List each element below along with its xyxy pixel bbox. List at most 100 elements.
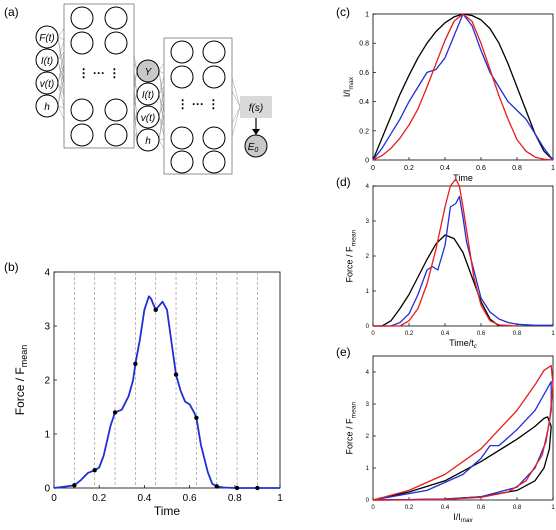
y-tick-label: 0.6 <box>359 70 369 77</box>
x-tick-label: 1 <box>551 331 555 337</box>
function-label: f(s) <box>249 103 263 114</box>
panel-label-b: (b) <box>4 260 19 274</box>
y-axis-label-sub: mean <box>19 345 29 368</box>
input-node-current-2 <box>136 82 160 106</box>
y-tick-label: 2 <box>366 254 370 260</box>
hidden-ellipsis-2: ⋮ ··· ⋮ <box>177 97 220 111</box>
input-node-velocity <box>35 71 59 95</box>
hidden-node <box>70 31 94 55</box>
arrow-head-icon <box>252 129 260 135</box>
output-label: E0 <box>248 142 259 154</box>
x-tick-label: 0 <box>371 505 375 511</box>
hidden-nodes-2 <box>170 40 226 174</box>
x-axis-label-main: Time <box>154 504 181 518</box>
data-point-marker <box>234 485 240 491</box>
input-node-force-label: F(t) <box>39 33 55 44</box>
y-axis-label: Force / Fmean <box>345 401 358 454</box>
hidden-node <box>170 40 194 64</box>
plot-frame <box>372 355 554 501</box>
x-tick-label: 0.2 <box>405 505 414 511</box>
data-point-marker <box>194 415 199 420</box>
x-tick-label: 0 <box>51 493 57 504</box>
x-axis-label: Time <box>453 173 473 183</box>
input-node-y <box>136 59 160 83</box>
x-axis-label-main: Time <box>453 173 473 183</box>
y-axis-label-sub: mean <box>351 401 358 418</box>
y-axis-label-sub: mean <box>351 229 358 246</box>
x-tick-label: 0 <box>371 165 375 172</box>
data-point-marker <box>72 483 77 488</box>
y-axis-label-main: Force / F <box>13 367 27 415</box>
x-tick-label: 0.6 <box>477 331 486 337</box>
x-tick-label: 1 <box>277 493 283 504</box>
data-point-marker <box>92 467 97 473</box>
y-tick-label: 0 <box>365 157 369 164</box>
y-axis-label: Force / Fmean <box>13 345 29 416</box>
x-axis-label: Time/tc <box>449 338 478 350</box>
series-line <box>53 295 280 489</box>
hidden-node <box>202 40 226 64</box>
y-tick-label: 0 <box>44 484 50 495</box>
x-tick-label: 0.2 <box>404 165 414 172</box>
output-node <box>244 134 268 158</box>
x-axis-label: I/Imax <box>453 512 473 524</box>
hidden-node <box>170 126 194 150</box>
x-axis-label-sub: c <box>474 343 478 350</box>
y-tick-label: 1 <box>366 289 370 295</box>
y-tick-label: 1 <box>365 11 369 18</box>
panel-label-c: (c) <box>336 5 350 19</box>
hidden-ellipsis-1: ⋮ ··· ⋮ <box>78 66 121 80</box>
plot-frame <box>53 271 281 489</box>
input-node-height-2-label: h <box>145 136 151 147</box>
y-tick-label: 4 <box>366 370 370 376</box>
x-tick-label: 0.6 <box>477 505 486 511</box>
x-axis-label-main: I/I <box>453 512 461 522</box>
x-tick-label: 0.4 <box>441 331 450 337</box>
hidden-node <box>104 6 128 30</box>
network-diagram: (a) F(t) I(t) v(t) h ⋮ ··· ⋮ Y I(t) v(t) <box>4 3 272 175</box>
x-tick-label: 0 <box>371 331 375 337</box>
input-node-velocity-2 <box>136 105 160 129</box>
y-tick-label: 0 <box>366 324 370 330</box>
series-line <box>372 364 554 501</box>
data-point-marker <box>173 372 179 377</box>
hidden-node <box>170 150 194 174</box>
x-tick-label: 0.6 <box>476 165 486 172</box>
y-tick-label: 0.2 <box>359 128 369 135</box>
hidden-node <box>104 123 128 147</box>
y-tick-label: 3 <box>44 322 50 333</box>
y-tick-label: 4 <box>44 268 50 279</box>
input-node-current-2-label: I(t) <box>142 90 154 101</box>
y-axis-label: Force / Fmean <box>345 229 358 282</box>
input-node-current-label: I(t) <box>41 56 53 67</box>
x-axis-label-main: Time/t <box>449 338 474 348</box>
x-tick-label: 0.4 <box>440 165 450 172</box>
data-point-marker <box>214 484 219 489</box>
series-line <box>373 195 553 327</box>
y-tick-label: 2 <box>366 434 370 440</box>
y-tick-label: 3 <box>366 219 370 225</box>
x-tick-label: 0.8 <box>228 493 242 504</box>
input-node-velocity-2-label: v(t) <box>141 113 155 124</box>
panel-label-d: (d) <box>336 175 351 189</box>
x-axis-label: Time <box>154 504 181 518</box>
hidden-node <box>104 98 128 122</box>
input-node-height <box>35 94 59 118</box>
y-axis-label: I/Imax <box>342 76 355 97</box>
y-tick-label: 3 <box>366 402 370 408</box>
hidden-node <box>70 123 94 147</box>
x-tick-label: 0.4 <box>441 505 450 511</box>
y-axis-label-main: Force / F <box>345 418 355 455</box>
data-point-marker <box>153 307 158 312</box>
hidden-node <box>202 65 226 89</box>
series-line <box>373 178 518 327</box>
y-tick-label: 1 <box>366 466 370 472</box>
x-tick-label: 0.8 <box>513 331 522 337</box>
chart-panel-c: (c) 0 0.2 0.4 0.6 0.8 1 0 0.2 0.4 0.6 0.8 1 Time I/Im… <box>336 5 555 183</box>
input-node-current <box>35 48 59 72</box>
y-tick-label: 2 <box>44 376 50 387</box>
chart-panel-d: (d) 0 0.2 0.4 0.6 0.8 1 0 1 2 3 4 Time/tc Force / Fm… <box>336 175 555 350</box>
series-line <box>372 13 554 161</box>
x-tick-label: 1 <box>551 165 555 172</box>
